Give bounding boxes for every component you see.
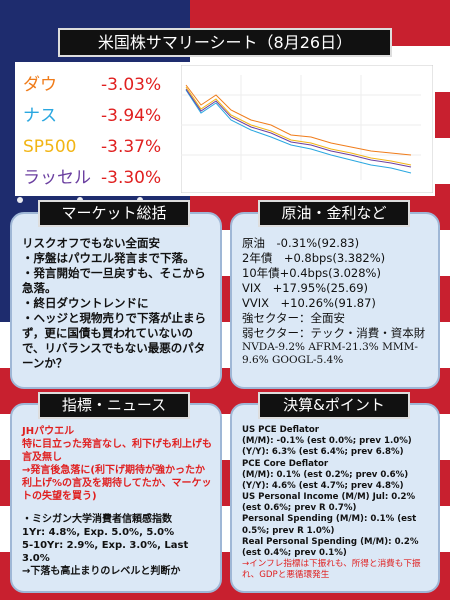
text-line: →発言後急落に(利下げ期待が強かったか利上げ%の言及を期待してたか、マーケットの…: [22, 465, 212, 502]
index-change: -3.94%: [101, 106, 162, 126]
title: 米国株サマリーシート（8月26日）: [58, 28, 392, 57]
text-line: (M/M): 0.1% (est 0.2%; prev 0.6%): [242, 469, 409, 480]
text-line: Real Personal Spending (M/M): 0.2% (est …: [242, 536, 419, 558]
index-name: ラッセル: [23, 168, 91, 188]
text-line: (Y/Y): 6.3% (est 6.4%; prev 6.8%): [242, 447, 404, 458]
text-line: ・ヘッジと現物売りで下落が止まらず，更に国債も買われていないので、リバランスでも…: [22, 310, 206, 370]
text-line: VIX +17.95%(25.69): [242, 280, 369, 295]
rates-panel: 原油 -0.31%(92.83) 2年債 +0.8bps(3.382%) 10年債+…: [230, 212, 440, 389]
earnings-panel: US PCE Deflator (M/M): -0.1% (est 0.0%; p…: [230, 403, 440, 593]
index-row: ダウ -3.03%: [23, 70, 193, 101]
panel-title: 原油・金利など: [258, 200, 410, 227]
text-line: 10年債+0.4bps(3.028%): [242, 265, 381, 280]
text-line: JHパウエル: [22, 426, 75, 437]
text-line: (Y/Y): 4.6% (est 4.7%; prev 4.8%): [242, 480, 404, 491]
spacer: [22, 503, 214, 513]
text-line: ・序盤はパウエル発言まで下落。: [22, 250, 195, 265]
panel-title: 指標・ニュース: [38, 392, 190, 419]
text-line: PCE Core Deflator: [242, 458, 329, 469]
index-box: ダウ -3.03% ナス -3.94% SP500 -3.37% ラッセル -3.30%: [15, 62, 435, 196]
text-line: →インフレ指標は下振れも、所得と消費も下振れ、GDPと悪循環発生: [242, 559, 421, 581]
text-line: 特に目立った発言なし、利下げも利上げも言及無し: [22, 439, 212, 463]
text-line: VVIX +10.26%(91.87): [242, 295, 376, 310]
index-name: ナス: [23, 106, 57, 126]
market-summary-panel: リスクオフでもない全面安 ・序盤はパウエル発言まで下落。 ・発言開始で一旦戻すも、そ…: [10, 212, 222, 389]
panel-title: 決算&ポイント: [258, 392, 410, 419]
text-line: ・終日ダウントレンドに: [22, 295, 149, 310]
index-chart: [181, 65, 433, 193]
index-row: ラッセル -3.30%: [23, 163, 193, 194]
text-line: リスクオフでもない全面安: [22, 236, 160, 250]
panel-title: マーケット総括: [38, 200, 190, 227]
text-line: 5-10Yr: 2.9%, Exp. 3.0%, Last 3.0%: [22, 540, 189, 564]
text-line: 原油 -0.31%(92.83): [242, 236, 360, 250]
index-row: SP500 -3.37%: [23, 132, 193, 163]
news-panel: JHパウエル特に目立った発言なし、利下げも利上げも言及無し →発言後急落に(利下げ…: [10, 403, 222, 593]
text-line: 強セクター：全面安: [242, 310, 346, 325]
text-line: ・発言開始で一旦戻すも、そこから急落。: [22, 265, 206, 295]
text-line: →下落も高止まりのレベルと判断か: [22, 566, 181, 577]
index-change: -3.37%: [101, 137, 162, 157]
text-line: US Personal Income (M/M) Jul: 0.2% (est …: [242, 492, 416, 514]
text-line: 2年債 +0.8bps(3.382%): [242, 250, 386, 265]
index-name: ダウ: [23, 75, 57, 95]
index-change: -3.30%: [101, 168, 162, 188]
text-line: US PCE Deflator: [242, 425, 320, 435]
text-line: 弱セクター：テック・消費・資本財: [242, 325, 426, 340]
text-line: Personal Spending (M/M): 0.1% (est 0.5%;…: [242, 514, 417, 536]
index-row: ナス -3.94%: [23, 101, 193, 132]
text-line: NVDA-9.2% AFRM-21.3% MMM-9.6% GOOGL-5.4%: [242, 340, 418, 367]
text-line: (M/M): -0.1% (est 0.0%; prev 1.0%): [242, 436, 412, 447]
index-name: SP500: [23, 137, 77, 157]
text-line: ・ミシガン大学消費者信頼感指数: [22, 514, 172, 525]
index-change: -3.03%: [101, 75, 162, 95]
text-line: 1Yr: 4.8%, Exp. 5.0%, 5.0%: [22, 527, 175, 538]
index-list: ダウ -3.03% ナス -3.94% SP500 -3.37% ラッセル -3.30%: [23, 70, 193, 194]
